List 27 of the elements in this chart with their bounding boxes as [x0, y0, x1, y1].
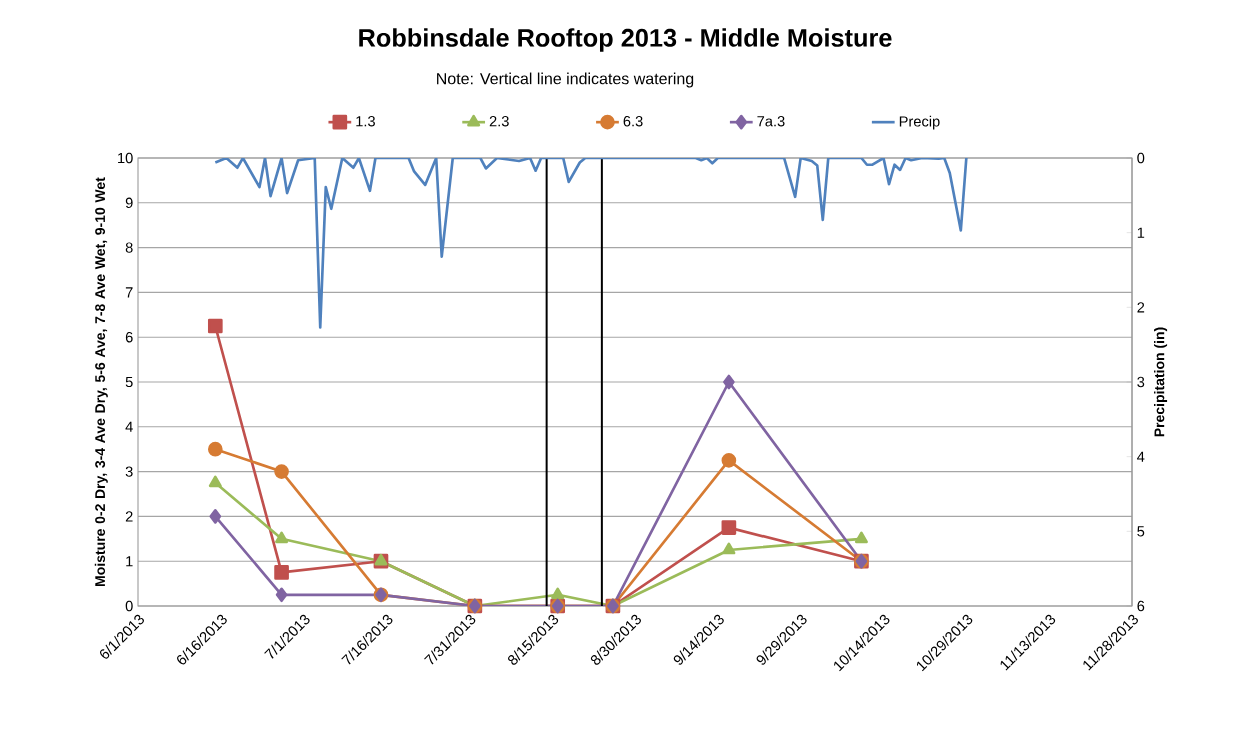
y2-axis-title: Precipitation (in): [1154, 327, 1168, 437]
y2-tick-label: 0: [1137, 152, 1145, 164]
text: Note: Vertical line indicates watering: [437, 72, 694, 88]
y2-tick-label: 5: [1137, 526, 1145, 537]
y2-tick-label: 4: [1137, 451, 1145, 462]
y-tick-label: 1: [126, 556, 133, 567]
y-axis-title: Moisture 0-2 Dry, 3-4 Ave Dry, 5-6 Ave, 7-8 Ave Wet, 9-10 Wet: [94, 177, 108, 586]
y-tick-label: 6: [125, 332, 133, 343]
y2-tick-label: 1: [1137, 227, 1145, 238]
y-tick-label: 0: [125, 600, 133, 612]
y-tick-label: 3: [125, 466, 133, 477]
y-tick-label: 10: [118, 152, 133, 164]
legend-label: 6.3: [623, 116, 643, 127]
y2-tick-label: 3: [1137, 376, 1145, 388]
y-tick-label: 5: [125, 376, 133, 388]
legend-label: 7a.3: [757, 116, 785, 127]
legend-label: 2.3: [489, 116, 509, 127]
y-tick-label: 8: [125, 242, 133, 253]
y-tick-label: 4: [125, 421, 133, 432]
legend-label: 1.3: [356, 116, 375, 127]
chart-title: Robbinsdale Rooftop 2013 - Middle Moisture: [359, 28, 892, 52]
y2-tick-label: 6: [1137, 600, 1145, 612]
legend-label: Precip: [899, 115, 940, 130]
y-tick-label: 7: [125, 287, 133, 298]
y2-tick-label: 2: [1137, 302, 1145, 313]
y-tick-label: 9: [125, 197, 133, 208]
y-tick-label: 2: [125, 511, 133, 522]
